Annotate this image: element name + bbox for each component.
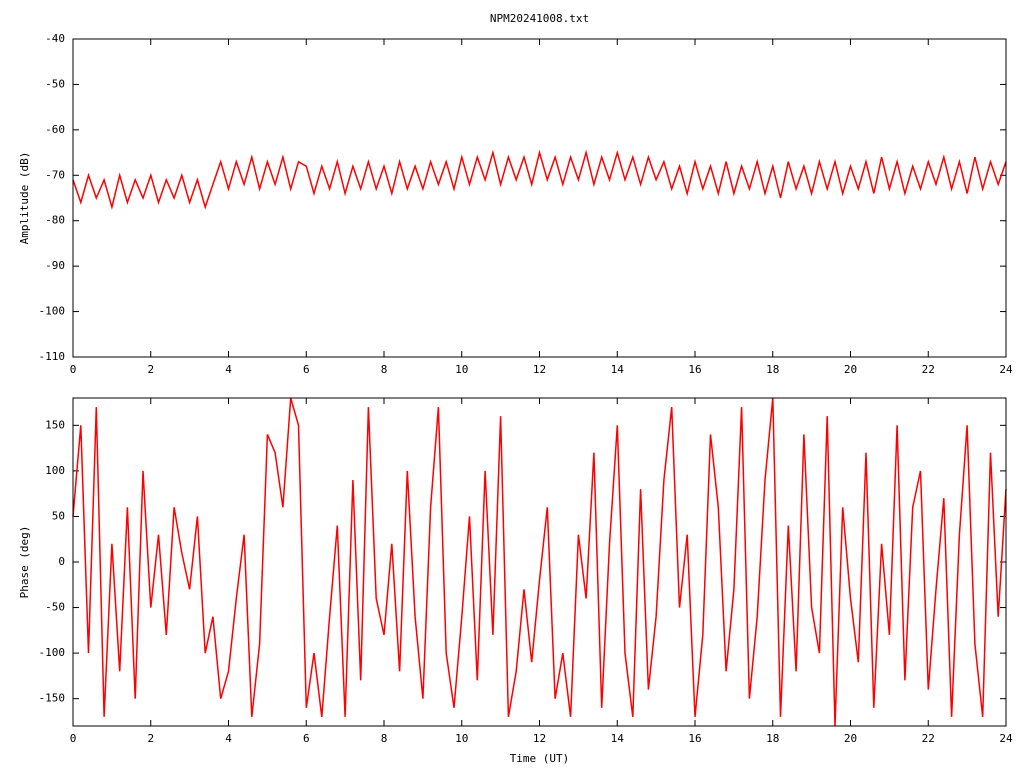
x-tick-label: 14 — [611, 732, 625, 745]
x-tick-label: 22 — [922, 363, 935, 376]
y-tick-label: -100 — [39, 646, 66, 659]
x-tick-label: 24 — [999, 732, 1013, 745]
y-tick-label: -40 — [45, 32, 65, 45]
y-tick-label: 0 — [58, 555, 65, 568]
x-tick-label: 0 — [70, 363, 77, 376]
y-tick-label: -100 — [39, 305, 66, 318]
x-tick-label: 16 — [688, 363, 701, 376]
y-tick-label: -150 — [39, 692, 66, 705]
x-tick-label: 18 — [766, 363, 779, 376]
x-tick-label: 20 — [844, 363, 857, 376]
x-tick-label: 4 — [225, 363, 232, 376]
x-tick-label: 6 — [303, 363, 310, 376]
plot-frame — [72, 38, 1007, 358]
y-axis-label: Phase (deg) — [18, 526, 31, 599]
y-tick-label: -80 — [45, 214, 65, 227]
x-tick-label: 18 — [766, 732, 779, 745]
y-tick-label: 50 — [52, 509, 65, 522]
x-tick-label: 12 — [533, 732, 546, 745]
x-tick-label: 20 — [844, 732, 857, 745]
x-tick-label: 8 — [381, 732, 388, 745]
y-tick-label: 100 — [45, 464, 65, 477]
y-tick-label: -90 — [45, 259, 65, 272]
x-tick-label: 2 — [147, 363, 154, 376]
x-tick-label: 14 — [611, 363, 625, 376]
x-tick-label: 10 — [455, 363, 468, 376]
x-axis-label: Time (UT) — [510, 752, 570, 765]
chart-title: NPM20241008.txt — [490, 12, 589, 25]
x-tick-label: 4 — [225, 732, 232, 745]
y-tick-label: 150 — [45, 418, 65, 431]
x-tick-label: 22 — [922, 732, 935, 745]
x-tick-label: 0 — [70, 732, 77, 745]
data-line — [72, 397, 1007, 727]
y-axis-label: Amplitude (dB) — [18, 152, 31, 245]
x-tick-label: 12 — [533, 363, 546, 376]
y-tick-label: -50 — [45, 601, 65, 614]
y-tick-label: -50 — [45, 77, 65, 90]
x-tick-label: 24 — [999, 363, 1013, 376]
y-tick-label: -60 — [45, 123, 65, 136]
plot-frame — [72, 397, 1007, 727]
x-tick-label: 8 — [381, 363, 388, 376]
y-tick-label: -110 — [39, 350, 66, 363]
y-tick-label: -70 — [45, 168, 65, 181]
x-tick-label: 2 — [147, 732, 154, 745]
x-tick-label: 10 — [455, 732, 468, 745]
data-line — [72, 149, 1007, 211]
x-tick-label: 16 — [688, 732, 701, 745]
x-tick-label: 6 — [303, 732, 310, 745]
